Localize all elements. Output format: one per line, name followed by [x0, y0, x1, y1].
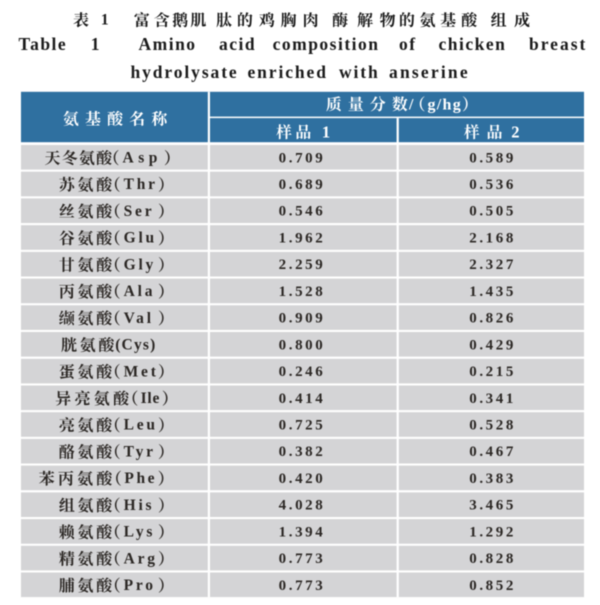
svg-text:0.909: 0.909: [279, 311, 326, 327]
svg-text:Phe: Phe: [124, 470, 157, 487]
svg-text:Asp: Asp: [123, 150, 162, 167]
svg-text:0.773: 0.773: [279, 578, 326, 594]
svg-text:Lys: Lys: [124, 524, 156, 541]
svg-text:1.292: 1.292: [469, 524, 516, 540]
svg-text:Tyr: Tyr: [124, 443, 156, 460]
svg-text:1: 1: [101, 12, 109, 29]
svg-text:0.528: 0.528: [469, 418, 516, 434]
svg-text:Ile: Ile: [141, 390, 161, 407]
svg-text:0.505: 0.505: [469, 204, 516, 220]
svg-text:acid: acid: [219, 34, 256, 54]
svg-text:0.246: 0.246: [279, 364, 326, 380]
svg-text:with: with: [339, 62, 380, 82]
svg-text:chicken: chicken: [439, 34, 507, 54]
svg-text:3.465: 3.465: [469, 498, 516, 514]
svg-text:of: of: [399, 34, 417, 54]
svg-text:0.215: 0.215: [469, 364, 516, 380]
svg-text:1.962: 1.962: [279, 231, 326, 247]
svg-text:/: /: [408, 96, 414, 113]
svg-text:2: 2: [511, 122, 519, 141]
svg-text:1.394: 1.394: [279, 524, 326, 540]
svg-text:His: His: [124, 497, 155, 514]
svg-text:2.259: 2.259: [279, 257, 326, 273]
svg-text:(Cys): (Cys): [115, 337, 156, 354]
svg-text:0.429: 0.429: [469, 337, 516, 353]
svg-text:0.589: 0.589: [469, 150, 516, 166]
svg-text:2.327: 2.327: [469, 257, 516, 273]
svg-text:1.435: 1.435: [469, 284, 516, 300]
svg-text:Leu: Leu: [124, 417, 158, 434]
svg-text:0.826: 0.826: [469, 311, 516, 327]
svg-text:0.773: 0.773: [279, 551, 326, 567]
svg-text:Amino: Amino: [139, 34, 197, 54]
svg-text:0.709: 0.709: [279, 150, 326, 166]
svg-text:0.467: 0.467: [469, 444, 516, 460]
svg-text:Arg: Arg: [124, 550, 158, 567]
svg-text:Pro: Pro: [124, 577, 156, 594]
svg-text:g/hg: g/hg: [428, 96, 463, 113]
svg-text:0.382: 0.382: [279, 444, 326, 460]
svg-text:0.536: 0.536: [469, 177, 516, 193]
svg-text:0.852: 0.852: [469, 578, 516, 594]
svg-text:Table: Table: [19, 34, 68, 54]
svg-text:0.341: 0.341: [469, 391, 516, 407]
svg-text:Gly: Gly: [124, 256, 157, 273]
svg-text:0.800: 0.800: [279, 337, 326, 353]
svg-text:2.168: 2.168: [469, 231, 516, 247]
svg-text:4.028: 4.028: [279, 498, 326, 514]
svg-text:0.420: 0.420: [279, 471, 326, 487]
svg-text:hydrolysate: hydrolysate: [131, 62, 239, 82]
svg-text:0.725: 0.725: [279, 418, 326, 434]
svg-text:0.414: 0.414: [279, 391, 326, 407]
svg-text:Thr: Thr: [124, 176, 158, 193]
svg-text:Val: Val: [124, 310, 154, 327]
svg-text:Ala: Ala: [124, 283, 156, 300]
svg-text:0.546: 0.546: [279, 204, 326, 220]
svg-text:1.528: 1.528: [279, 284, 326, 300]
svg-text:composition: composition: [273, 34, 380, 54]
svg-text:enriched: enriched: [248, 62, 328, 82]
svg-text:Glu: Glu: [124, 230, 157, 247]
svg-text:0.383: 0.383: [469, 471, 516, 487]
svg-text:1: 1: [91, 34, 101, 54]
svg-text:Ser: Ser: [124, 203, 155, 220]
svg-text:0.828: 0.828: [469, 551, 516, 567]
svg-text:Met: Met: [124, 363, 159, 380]
svg-text:anserine: anserine: [389, 62, 470, 82]
svg-text:0.689: 0.689: [279, 177, 326, 193]
svg-text:breast: breast: [529, 34, 587, 54]
svg-text:1: 1: [322, 122, 330, 141]
